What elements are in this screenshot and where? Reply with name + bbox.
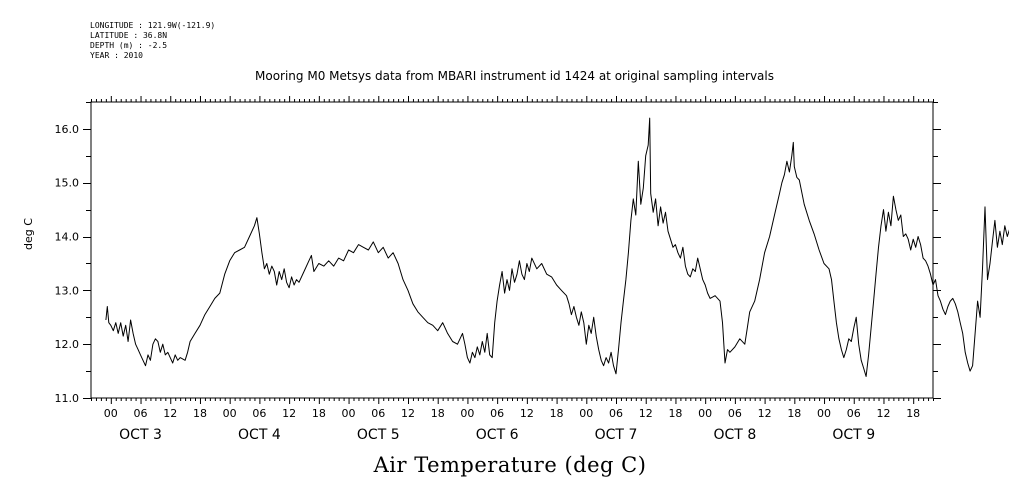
x-tick-label: 18	[787, 407, 801, 420]
x-tick-label: 00	[579, 407, 593, 420]
longitude-text: LONGITUDE : 121.9W(-121.9)	[90, 21, 216, 30]
x-tick-label: 12	[758, 407, 772, 420]
x-day-label: OCT 7	[595, 427, 638, 443]
x-tick-label: 18	[193, 407, 207, 420]
y-tick-label: 14.0	[55, 231, 80, 244]
x-tick-label: 18	[668, 407, 682, 420]
x-day-label: OCT 4	[238, 427, 281, 443]
x-tick-label: 12	[401, 407, 415, 420]
x-tick-label: 12	[163, 407, 177, 420]
axes-layer	[83, 96, 941, 404]
series-layer	[105, 117, 1009, 377]
x-tick-label: 18	[431, 407, 445, 420]
x-day-label: OCT 8	[714, 427, 757, 443]
x-tick-label: 06	[490, 407, 504, 420]
x-tick-label: 18	[906, 407, 920, 420]
x-axis-label: Air Temperature (deg C)	[373, 453, 647, 477]
x-day-label: OCT 9	[832, 427, 875, 443]
x-tick-label: 12	[876, 407, 890, 420]
x-tick-label: 06	[252, 407, 266, 420]
depth-text: DEPTH (m) : -2.5	[90, 41, 168, 50]
x-tick-label: 12	[282, 407, 296, 420]
x-day-label: OCT 6	[476, 427, 519, 443]
plot-frame	[90, 101, 934, 399]
y-tick-label: 12.0	[55, 338, 80, 351]
y-tick-label: 15.0	[55, 177, 80, 190]
x-tick-label: 00	[223, 407, 237, 420]
x-tick-label: 06	[371, 407, 385, 420]
latitude-text: LATITUDE : 36.8N	[90, 31, 168, 40]
y-tick-label: 13.0	[55, 284, 80, 297]
metadata-block: LONGITUDE : 121.9W(-121.9) LATITUDE : 36…	[90, 21, 215, 61]
x-tick-label: 00	[698, 407, 712, 420]
year-text: YEAR : 2010	[90, 51, 143, 60]
x-tick-label: 00	[342, 407, 356, 420]
x-day-label: OCT 5	[357, 427, 400, 443]
x-tick-label: 18	[550, 407, 564, 420]
y-tick-label: 16.0	[55, 123, 80, 136]
x-tick-label: 06	[847, 407, 861, 420]
tick-labels-layer: 00 06 12 18 00 06 12 18 00 06 12 18 00 06 12 18 00 06 12 18…	[55, 123, 921, 443]
y-tick-label: 11.0	[55, 392, 80, 405]
x-tick-label: 00	[460, 407, 474, 420]
x-tick-label: 06	[728, 407, 742, 420]
x-tick-label: 12	[520, 407, 534, 420]
x-tick-label: 06	[134, 407, 148, 420]
x-tick-label: 06	[609, 407, 623, 420]
x-tick-label: 12	[639, 407, 653, 420]
x-day-label: OCT 3	[119, 427, 162, 443]
x-tick-label: 00	[817, 407, 831, 420]
air-temperature-line	[105, 117, 1009, 377]
x-tick-label: 00	[104, 407, 118, 420]
x-tick-label: 18	[312, 407, 326, 420]
chart-title: Mooring M0 Metsys data from MBARI instru…	[255, 69, 774, 83]
